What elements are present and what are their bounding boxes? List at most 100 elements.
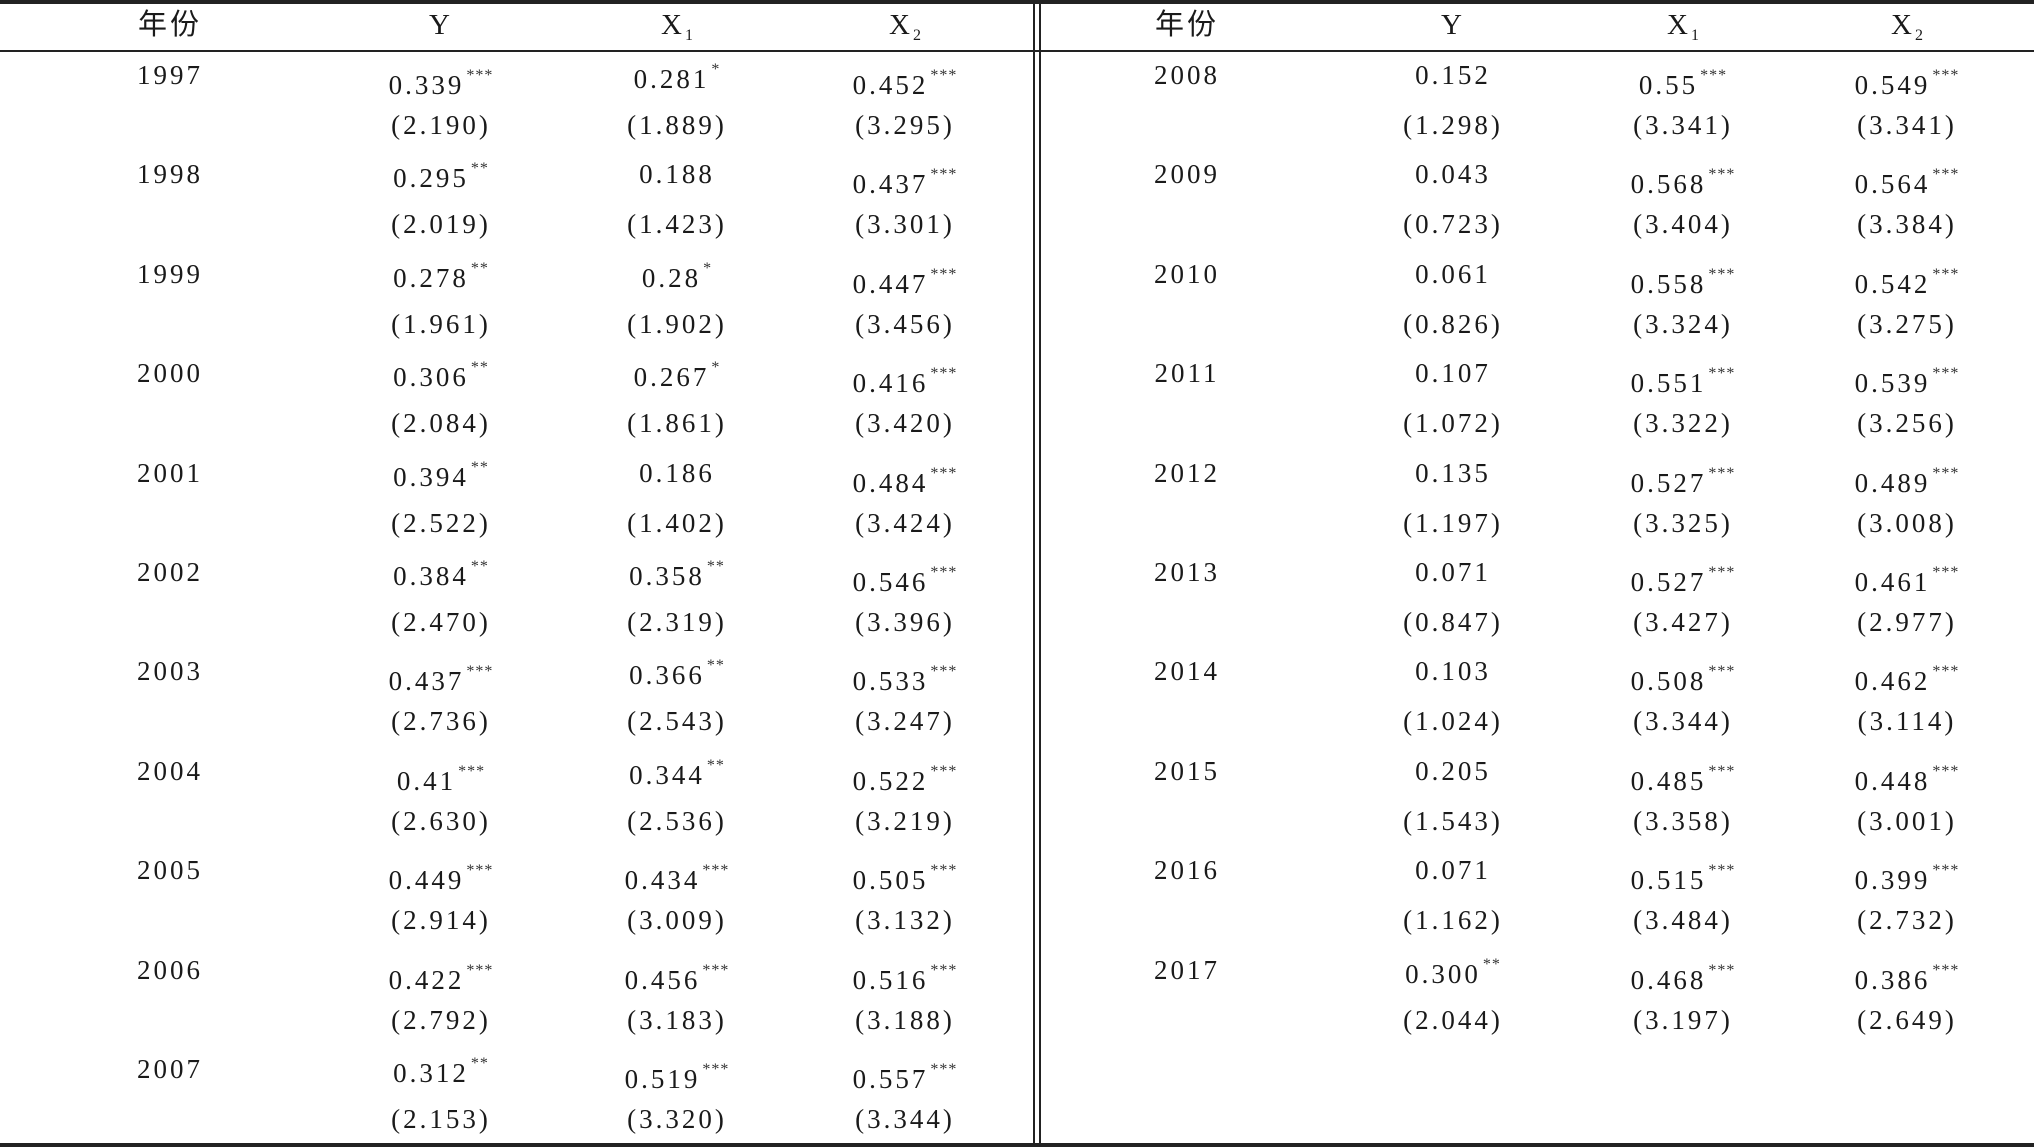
coefficient-cell: 0.542 *** <box>1855 265 1960 298</box>
coefficient-value: 0.468 <box>1630 964 1707 995</box>
t-statistic-cell: (2.914) <box>391 905 491 936</box>
t-statistic-cell: (3.396) <box>855 607 955 637</box>
significance-stars: *** <box>1932 67 1960 84</box>
significance-stars: *** <box>1932 265 1960 283</box>
t-statistic-cell: (3.320) <box>627 1104 727 1134</box>
coefficient-cell: 0.485 *** <box>1631 763 1736 795</box>
significance-stars: *** <box>930 365 958 383</box>
coefficient-cell: 0.516 *** <box>853 962 958 994</box>
t-statistic-cell: (1.162) <box>1403 905 1503 936</box>
significance-stars: ** <box>470 259 489 277</box>
coefficient-cell: 0.505 *** <box>853 863 958 894</box>
coefficient-cell: 0.394 ** <box>393 459 489 491</box>
significance-stars: *** <box>1932 762 1960 780</box>
coefficient-cell: 0.300 ** <box>1405 956 1501 989</box>
significance-stars: *** <box>930 564 958 581</box>
coefficient-value: 0.448 <box>1854 765 1931 796</box>
coefficient-cell: 0.152 <box>1415 62 1491 89</box>
coefficient-value: 0.527 <box>1630 567 1707 597</box>
coefficient-value: 0.437 <box>388 666 465 697</box>
significance-stars: *** <box>930 1061 958 1078</box>
coefficient-cell: 0.103 <box>1415 658 1491 685</box>
significance-stars: *** <box>1932 464 1960 482</box>
coefficient-cell: 0.533 *** <box>853 664 958 695</box>
t-statistic-cell: (3.256) <box>1857 408 1957 439</box>
coefficient-value: 0.071 <box>1415 557 1491 587</box>
t-statistic-cell: (3.456) <box>855 308 955 339</box>
coefficient-cell: 0.205 <box>1415 757 1491 785</box>
coefficient-value: 0.462 <box>1854 666 1931 697</box>
coefficient-value: 0.384 <box>393 561 469 591</box>
table-top-rule <box>0 0 2034 4</box>
panel-divider-line <box>1039 4 1041 1143</box>
coefficient-value: 0.55 <box>1638 70 1699 100</box>
significance-stars: *** <box>1932 961 1960 979</box>
year-cell: 1997 <box>137 60 203 90</box>
significance-stars: ** <box>706 558 725 575</box>
coefficient-cell: 0.28 * <box>642 260 712 292</box>
coefficient-value: 0.306 <box>393 362 469 393</box>
coefficient-value: 0.107 <box>1415 358 1491 389</box>
significance-stars: *** <box>930 265 958 283</box>
significance-stars: *** <box>466 663 494 681</box>
coefficient-value: 0.043 <box>1415 159 1491 190</box>
t-statistic-cell: (3.384) <box>1857 209 1957 240</box>
t-statistic-cell: (3.295) <box>855 110 955 140</box>
significance-stars: ** <box>470 1055 489 1072</box>
significance-stars: *** <box>1708 265 1736 283</box>
t-statistic-cell: (3.420) <box>855 408 955 439</box>
coefficient-value: 0.452 <box>852 70 929 100</box>
column-header: Y <box>1441 11 1465 40</box>
coefficient-cell: 0.386 *** <box>1855 961 1960 994</box>
significance-stars: *** <box>466 862 494 880</box>
coefficient-value: 0.300 <box>1405 958 1481 989</box>
coefficient-value: 0.546 <box>852 567 929 597</box>
coefficient-cell: 0.557 *** <box>853 1062 958 1093</box>
coefficient-value: 0.456 <box>624 964 701 995</box>
t-statistic-cell: (2.536) <box>627 805 727 836</box>
coefficient-cell: 0.568 *** <box>1631 167 1736 198</box>
significance-stars: *** <box>1932 663 1960 681</box>
significance-stars: *** <box>1932 862 1960 880</box>
t-statistic-cell: (2.630) <box>391 805 491 836</box>
coefficient-cell: 0.452 *** <box>853 68 958 99</box>
coefficient-value: 0.449 <box>388 865 465 896</box>
coefficient-cell: 0.456 *** <box>624 962 730 995</box>
t-statistic-cell: (3.188) <box>855 1004 955 1035</box>
coefficient-cell: 0.549 *** <box>1855 68 1960 99</box>
coefficient-value: 0.366 <box>629 660 705 691</box>
year-cell: 2010 <box>1154 258 1220 289</box>
t-statistic-cell: (1.024) <box>1403 706 1503 737</box>
coefficient-value: 0.278 <box>393 262 469 293</box>
year-cell: 1999 <box>137 258 203 289</box>
coefficient-value: 0.071 <box>1415 855 1491 886</box>
t-statistic-cell: (3.341) <box>1633 110 1733 140</box>
t-statistic-cell: (1.423) <box>627 209 727 240</box>
significance-stars: ** <box>470 359 489 377</box>
coefficient-value: 0.527 <box>1630 467 1707 498</box>
coefficient-value: 0.358 <box>629 561 705 591</box>
t-statistic-cell: (2.319) <box>627 607 727 637</box>
t-statistic-cell: (1.861) <box>627 408 727 439</box>
coefficient-cell: 0.449 *** <box>389 863 494 894</box>
column-header-label: Y <box>429 9 453 41</box>
t-statistic-cell: (2.792) <box>391 1004 491 1035</box>
significance-stars: ** <box>470 558 489 575</box>
significance-stars: *** <box>1708 663 1736 681</box>
coefficient-cell: 0.564 *** <box>1855 167 1960 198</box>
t-statistic-cell: (3.301) <box>855 209 955 240</box>
coefficient-value: 0.522 <box>852 765 929 796</box>
significance-stars: *** <box>1708 166 1736 184</box>
coefficient-cell: 0.281 * <box>634 62 721 93</box>
t-statistic-cell: (2.190) <box>391 110 491 140</box>
coefficient-value: 0.508 <box>1630 666 1707 697</box>
t-statistic-cell: (3.183) <box>627 1004 727 1035</box>
t-statistic-cell: (3.324) <box>1633 308 1733 339</box>
significance-stars: ** <box>470 160 489 178</box>
coefficient-cell: 0.468 *** <box>1630 962 1736 995</box>
year-cell: 2017 <box>1154 954 1220 985</box>
coefficient-value: 0.557 <box>852 1064 929 1094</box>
coefficient-cell: 0.434 *** <box>625 863 730 894</box>
coefficient-cell: 0.448 *** <box>1854 762 1960 796</box>
coefficient-value: 0.539 <box>1854 368 1931 399</box>
